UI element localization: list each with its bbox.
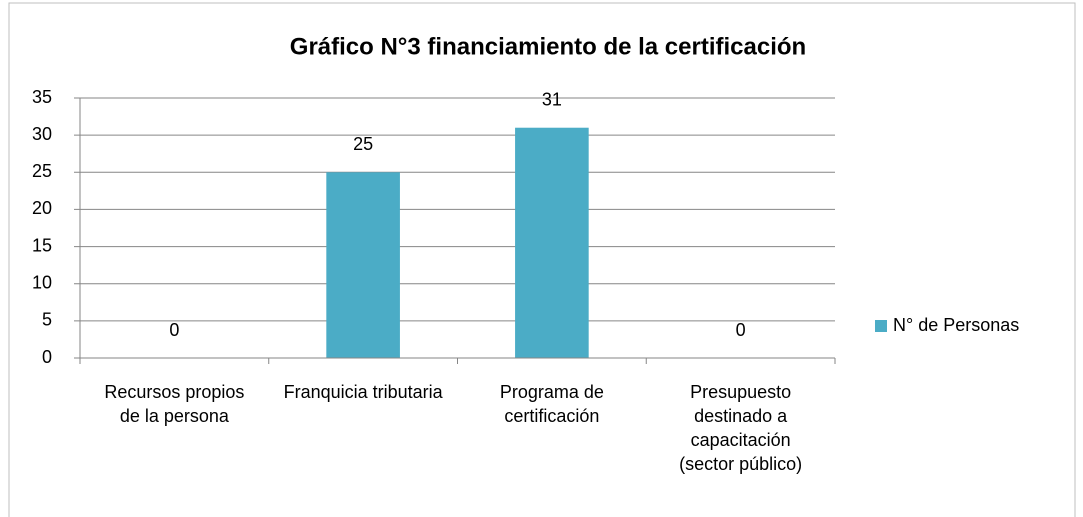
- y-tick-label: 10: [32, 272, 52, 292]
- legend-swatch: [875, 320, 887, 332]
- y-tick-label: 35: [32, 87, 52, 107]
- x-tick-label: Recursos propios de la persona: [104, 382, 245, 426]
- y-tick-label: 5: [42, 310, 52, 330]
- x-tick-label: Programa de certificación: [499, 382, 604, 426]
- data-label: 0: [169, 320, 179, 340]
- x-tick-label: Presupuesto destinado a capacitación (se…: [679, 382, 803, 474]
- bar: [515, 127, 589, 358]
- y-tick-label: 30: [32, 124, 52, 144]
- x-tick-label: Franquicia tributaria: [283, 382, 443, 402]
- bar: [326, 172, 400, 358]
- chart-title: Gráfico N°3 financiamiento de la certifi…: [290, 33, 806, 60]
- y-tick-label: 0: [42, 347, 52, 367]
- y-tick-label: 20: [32, 198, 52, 218]
- y-tick-label: 15: [32, 235, 52, 255]
- data-label: 25: [353, 134, 373, 154]
- data-label: 31: [542, 89, 562, 109]
- legend-label: N° de Personas: [893, 315, 1019, 335]
- data-label: 0: [736, 320, 746, 340]
- y-tick-label: 25: [32, 161, 52, 181]
- chart-frame: [8, 2, 1076, 517]
